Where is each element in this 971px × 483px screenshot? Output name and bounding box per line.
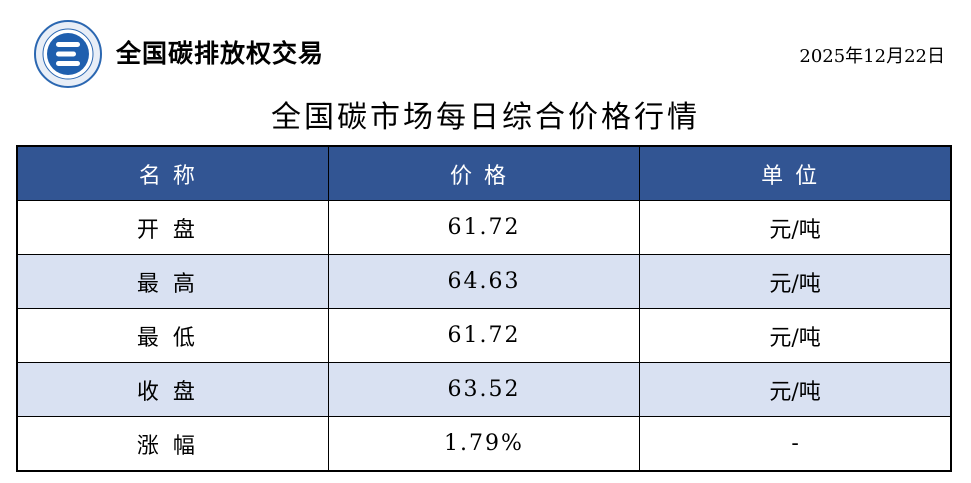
row-unit: - <box>639 416 952 472</box>
row-name: 收盘 <box>16 362 329 417</box>
row-price: 61.72 <box>327 308 641 363</box>
row-price: 1.79% <box>327 416 641 472</box>
exchange-logo <box>34 20 102 88</box>
table-header: 名称 价格 单位 <box>16 145 952 201</box>
table-row: 涨幅 1.79% - <box>16 416 952 472</box>
row-name: 开盘 <box>16 200 329 255</box>
row-unit: 元/吨 <box>639 254 952 309</box>
brand-name: 全国碳排放权交易 <box>116 39 325 68</box>
row-name: 最高 <box>16 254 329 309</box>
column-header-price: 价格 <box>327 145 641 201</box>
table-row: 开盘 61.72 元/吨 <box>16 200 952 255</box>
row-price: 64.63 <box>327 254 641 309</box>
row-name: 涨幅 <box>16 416 329 472</box>
row-price: 63.52 <box>327 362 641 417</box>
column-header-name: 名称 <box>16 145 329 201</box>
row-price: 61.72 <box>327 200 641 255</box>
price-table: 名称 价格 单位 开盘 61.72 元/吨 最高 64.63 元/吨 最低 61… <box>16 145 952 472</box>
row-unit: 元/吨 <box>639 308 952 363</box>
row-name: 最低 <box>16 308 329 363</box>
column-header-unit: 单位 <box>639 145 952 201</box>
table-row: 收盘 63.52 元/吨 <box>16 362 952 417</box>
table-row: 最高 64.63 元/吨 <box>16 254 952 309</box>
table-row: 最低 61.72 元/吨 <box>16 308 952 363</box>
report-date: 2025年12月22日 <box>799 46 945 67</box>
row-unit: 元/吨 <box>639 200 952 255</box>
page-title: 全国碳市场每日综合价格行情 <box>271 100 700 135</box>
row-unit: 元/吨 <box>639 362 952 417</box>
